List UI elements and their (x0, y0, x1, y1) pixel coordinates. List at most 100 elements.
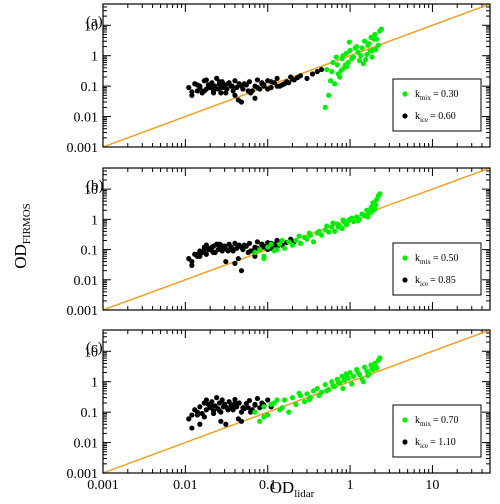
data-point (296, 390, 302, 396)
data-point (197, 421, 203, 427)
data-point (218, 90, 224, 96)
data-point (352, 45, 358, 51)
data-point (248, 90, 254, 96)
data-point (289, 76, 296, 82)
data-point (375, 42, 381, 48)
data-point (189, 262, 195, 268)
data-point (232, 240, 238, 246)
data-point (261, 404, 267, 410)
data-point (361, 364, 368, 370)
data-point (210, 90, 217, 96)
data-point (216, 241, 223, 247)
data-point (359, 45, 365, 51)
data-point (252, 409, 258, 415)
data-point (248, 409, 254, 415)
data-point (201, 88, 207, 94)
data-point (316, 392, 322, 399)
y-tick-label: 10 (84, 19, 98, 34)
data-point (210, 410, 217, 417)
data-point (203, 251, 209, 257)
legend-subscript: mix (420, 94, 431, 102)
data-point (309, 71, 316, 77)
data-point (229, 83, 235, 89)
series-ice (186, 395, 274, 431)
x-axis-title-main: OD (270, 478, 295, 497)
legend-symbol: k (415, 275, 420, 286)
legend-subscript: ice (420, 116, 428, 124)
legend-box (392, 78, 482, 132)
data-point (301, 399, 308, 405)
data-point (189, 89, 195, 95)
data-point (189, 258, 195, 265)
data-point (218, 84, 224, 91)
data-point (274, 237, 280, 244)
data-point (252, 401, 258, 407)
data-point (335, 379, 341, 385)
data-point (274, 397, 280, 403)
reference-line (103, 330, 490, 473)
data-point (361, 38, 368, 44)
plot-area (103, 330, 490, 473)
data-point (189, 425, 195, 431)
data-point (314, 385, 320, 392)
data-point (245, 405, 251, 411)
x-tick-label: 1 (347, 478, 354, 493)
data-point (318, 66, 325, 73)
legend-box (392, 242, 482, 296)
x-tick-label: 0.1 (259, 478, 277, 493)
data-point (310, 388, 317, 394)
x-tick-label: 10 (425, 478, 439, 493)
data-point (349, 381, 355, 387)
data-point (286, 239, 292, 245)
data-point (257, 418, 263, 424)
data-point (261, 82, 267, 88)
data-point (304, 236, 310, 242)
data-point (274, 246, 280, 253)
data-point (364, 51, 370, 58)
y-tick-label: 10 (84, 183, 98, 198)
data-point (322, 104, 328, 111)
data-point (277, 83, 283, 89)
data-point (257, 405, 263, 411)
data-point (201, 246, 207, 253)
y-tick-label: 1 (91, 50, 98, 65)
legend-marker (402, 439, 408, 445)
data-point (324, 223, 330, 229)
data-point (296, 233, 302, 239)
data-point (261, 256, 267, 262)
data-point (310, 239, 317, 245)
x-tick-label: 0.01 (173, 478, 198, 493)
data-point (356, 57, 363, 64)
axis-ticks (102, 3, 491, 148)
legend-value: = 0.50 (433, 253, 459, 264)
data-point (201, 414, 207, 420)
data-point (235, 256, 241, 262)
data-point (261, 414, 267, 420)
data-point (274, 75, 280, 81)
data-point (229, 404, 235, 410)
data-point (340, 53, 346, 59)
data-point (360, 212, 366, 218)
data-point (223, 421, 229, 427)
plot-frame (102, 167, 491, 311)
data-point (254, 84, 261, 91)
legend-subscript: ice (420, 280, 428, 288)
data-point (248, 248, 254, 254)
data-point (209, 84, 215, 91)
data-point (369, 366, 375, 372)
data-point (377, 191, 383, 197)
data-point (365, 42, 371, 48)
data-point (216, 408, 223, 414)
data-point (369, 54, 375, 60)
y-tick-label: 0.1 (81, 406, 99, 421)
data-point (358, 53, 364, 59)
data-point (232, 400, 238, 406)
data-point (241, 406, 247, 412)
data-point (340, 385, 346, 392)
data-point (360, 379, 366, 385)
data-point (241, 81, 247, 87)
